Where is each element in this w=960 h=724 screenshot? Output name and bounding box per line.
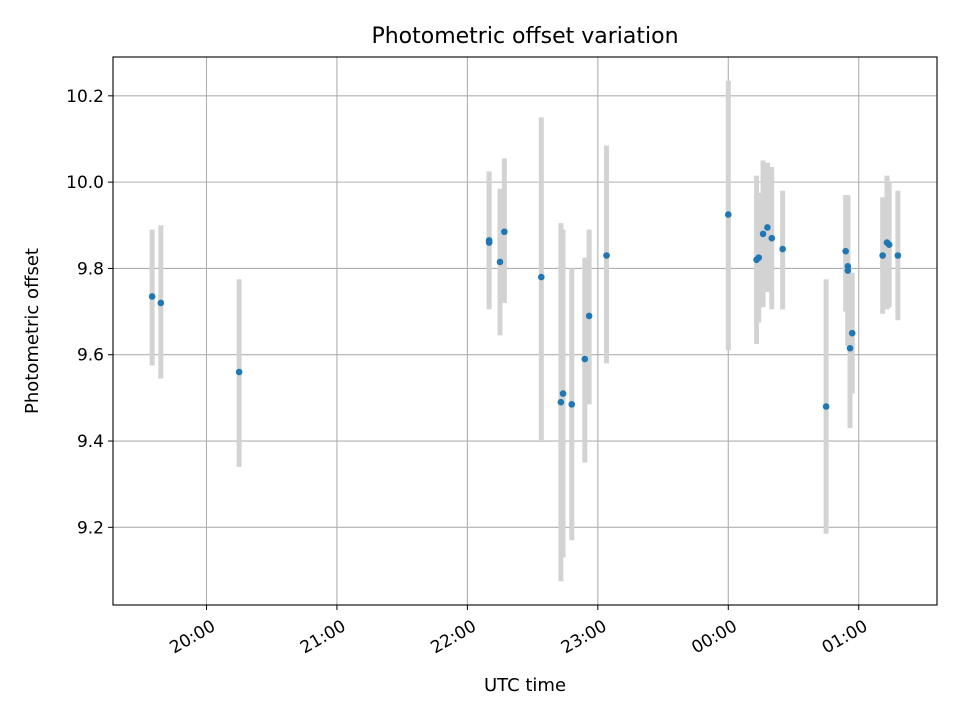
data-point — [759, 230, 767, 238]
data-point — [842, 247, 849, 255]
y-tick-label: 9.6 — [77, 346, 104, 366]
data-point — [581, 355, 589, 363]
data-point — [844, 267, 852, 274]
data-point — [496, 258, 504, 266]
data-point — [585, 312, 593, 320]
data-point — [724, 211, 732, 218]
y-axis-label: Photometric offset — [22, 248, 43, 414]
data-point — [848, 329, 856, 337]
data-point — [501, 228, 508, 236]
data-point — [879, 252, 886, 259]
data-point-layer — [148, 211, 902, 410]
chart-title: Photometric offset variation — [371, 24, 678, 49]
data-point — [755, 254, 763, 261]
data-point — [235, 368, 243, 376]
data-point — [822, 403, 830, 410]
data-point — [568, 401, 576, 408]
data-point — [148, 293, 156, 300]
y-tick-label: 10.0 — [66, 173, 104, 193]
data-point — [764, 224, 771, 231]
plot-frame — [112, 56, 938, 606]
data-point — [485, 239, 493, 246]
data-point — [603, 252, 610, 259]
data-point — [557, 398, 565, 406]
y-tick-label: 9.2 — [77, 518, 104, 538]
x-axis-label: UTC time — [484, 675, 566, 696]
y-tick-label: 10.2 — [66, 87, 104, 107]
data-point — [894, 252, 902, 259]
y-tick-label: 9.8 — [77, 259, 104, 279]
data-point — [768, 234, 776, 242]
data-point — [559, 390, 567, 397]
data-point — [538, 273, 545, 281]
y-tick-label: 9.4 — [77, 432, 104, 452]
data-point — [779, 245, 786, 253]
y-axis-ticks: 9.2 9.4 9.6 9.8 10.0 10.2 — [66, 87, 113, 538]
data-point — [885, 241, 893, 249]
data-point — [846, 344, 854, 352]
data-point — [157, 299, 165, 307]
